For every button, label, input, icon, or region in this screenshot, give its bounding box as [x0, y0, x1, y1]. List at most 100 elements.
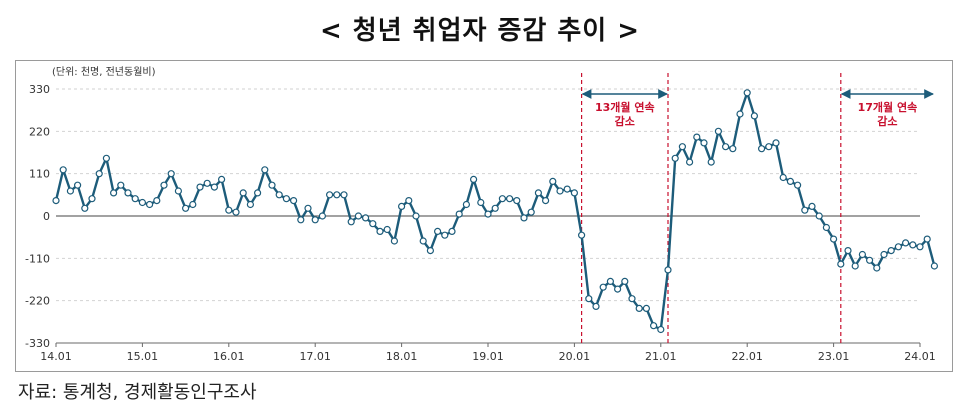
data-point [844, 247, 852, 255]
unit-label: (단위: 천명, 전년동월비) [52, 65, 156, 78]
data-point [513, 197, 521, 205]
data-point [462, 200, 470, 209]
data-point [109, 189, 118, 197]
data-point [225, 206, 233, 214]
data-point [246, 200, 254, 209]
data-point [642, 304, 651, 312]
data-point [470, 175, 478, 184]
data-point [779, 173, 787, 182]
data-point [786, 177, 795, 186]
data-point [664, 266, 672, 274]
data-point [498, 195, 506, 203]
data-point [426, 247, 434, 255]
data-point [606, 277, 615, 285]
data-point [390, 237, 398, 245]
data-point [549, 177, 557, 186]
data-point [182, 204, 190, 212]
data-point [563, 185, 571, 193]
data-point [167, 170, 175, 178]
data-point [729, 145, 737, 153]
data-point [822, 223, 831, 232]
data-point [541, 197, 550, 205]
x-tick-label: 20.01 [559, 350, 591, 363]
data-point [916, 243, 924, 251]
data-point [146, 200, 154, 209]
x-tick-label: 21.01 [645, 350, 677, 363]
data-point [66, 187, 75, 195]
data-point [326, 191, 334, 199]
data-point [880, 250, 888, 259]
data-point [577, 231, 586, 239]
data-point [261, 166, 269, 174]
data-point [570, 189, 579, 197]
data-point [95, 170, 103, 178]
page-title: < 청년 취업자 증감 추이 > [319, 16, 641, 46]
data-point [506, 195, 514, 203]
data-point [765, 143, 773, 151]
data-point [700, 139, 708, 147]
data-point [376, 227, 384, 235]
data-point [419, 237, 427, 245]
data-point [685, 158, 694, 166]
data-point [153, 197, 161, 205]
y-tick-label: 0 [43, 210, 50, 223]
data-point [232, 208, 240, 216]
y-tick-label: -110 [25, 252, 50, 265]
data-point [750, 112, 759, 120]
data-point [282, 195, 290, 203]
y-tick-label: -220 [25, 295, 50, 308]
y-tick-label: -330 [25, 337, 50, 350]
data-point [239, 189, 247, 197]
x-tick-label: 14.01 [40, 350, 72, 363]
data-point [268, 181, 276, 189]
annotation-label: 감소 [615, 114, 635, 128]
data-point [743, 89, 751, 97]
data-point [873, 264, 881, 272]
data-point [901, 239, 910, 247]
data-point [657, 325, 665, 334]
data-point [131, 195, 139, 203]
x-tick-label: 24.01 [904, 350, 936, 363]
data-point [534, 189, 543, 197]
data-point [772, 139, 780, 147]
x-tick-label: 22.01 [731, 350, 763, 363]
data-point [808, 202, 816, 210]
data-point [254, 189, 262, 197]
data-point [102, 154, 111, 162]
y-tick-label: 330 [29, 83, 50, 96]
data-point [354, 212, 362, 220]
data-point [81, 204, 89, 212]
data-point [721, 143, 730, 151]
data-point [707, 158, 715, 166]
x-tick-label: 18.01 [386, 350, 418, 363]
data-point [714, 127, 723, 135]
y-tick-label: 220 [29, 125, 50, 138]
data-point [434, 227, 442, 235]
data-point [304, 204, 312, 212]
data-point [592, 302, 600, 310]
data-point [491, 204, 499, 212]
data-point [160, 181, 168, 189]
data-point [678, 143, 687, 151]
data-point [801, 206, 809, 214]
data-point [398, 202, 406, 210]
data-point [59, 166, 67, 174]
data-point [333, 191, 341, 199]
data-point [189, 200, 197, 209]
data-point [887, 247, 895, 255]
data-point [290, 197, 298, 205]
x-tick-label: 23.01 [818, 350, 850, 363]
data-point [318, 212, 326, 220]
x-tick-label: 16.01 [213, 350, 245, 363]
data-point [757, 145, 766, 153]
data-point [196, 183, 204, 191]
x-tick-label: 17.01 [299, 350, 331, 363]
data-point [138, 198, 147, 207]
data-point [484, 210, 492, 218]
data-point [894, 243, 903, 251]
data-point [671, 154, 679, 162]
data-point [73, 181, 82, 189]
